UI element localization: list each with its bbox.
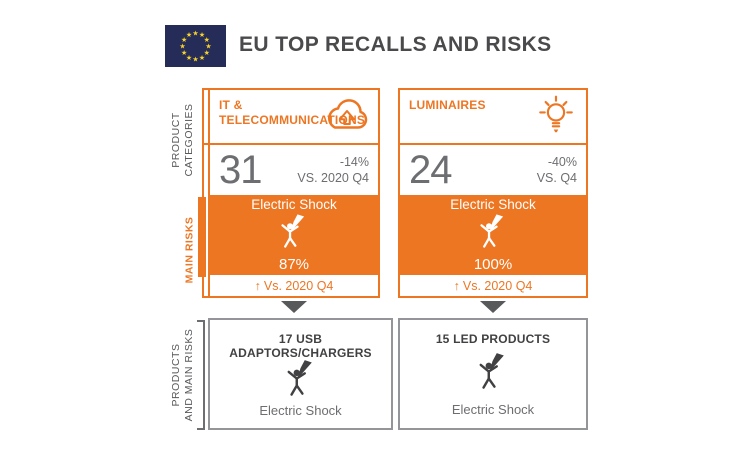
products-title: 15 LED PRODUCTS xyxy=(435,332,551,346)
bracket-bottom-tick-1 xyxy=(197,320,205,322)
products-box-led-products: 15 LED PRODUCTS Electric Shock xyxy=(398,318,588,430)
change-period: VS. Q4 xyxy=(536,171,577,185)
eu-flag: ★ ★ ★ ★ ★ ★ ★ ★ ★ ★ ★ ★ xyxy=(165,25,226,67)
down-arrow-icon xyxy=(480,301,506,313)
svg-text:★: ★ xyxy=(186,54,192,62)
svg-text:★: ★ xyxy=(192,56,198,64)
electric-shock-icon xyxy=(279,214,309,255)
page-title: EU TOP RECALLS AND RISKS xyxy=(239,33,552,56)
bracket-top-tick-3 xyxy=(202,296,210,298)
electric-shock-icon xyxy=(478,214,508,255)
light-bulb-icon xyxy=(538,93,574,144)
row-label-main-risks: MAIN RISKS xyxy=(183,216,196,284)
recall-change: -40% VS. Q4 xyxy=(537,154,577,187)
svg-text:★: ★ xyxy=(205,43,211,51)
svg-text:★: ★ xyxy=(181,36,187,44)
change-percent: -14% xyxy=(339,154,369,169)
bracket-bottom-line xyxy=(203,320,205,430)
category-header: LUMINAIRES xyxy=(400,90,586,145)
bracket-bottom-tick-2 xyxy=(197,428,205,430)
svg-text:★: ★ xyxy=(186,31,192,39)
electric-shock-icon xyxy=(477,352,509,396)
svg-text:★: ★ xyxy=(204,49,210,57)
risk-share: 87% xyxy=(278,255,310,273)
recall-change: -14% VS. 2020 Q4 xyxy=(297,154,369,187)
category-name: IT & TELECOMMUNICATIONS xyxy=(219,98,366,127)
recall-count-row: 24 -40% VS. Q4 xyxy=(400,145,586,195)
change-percent: -40% xyxy=(547,154,577,169)
products-risk-label: Electric Shock xyxy=(259,403,342,418)
bracket-top-line xyxy=(202,88,204,298)
products-title: 17 USB ADAPTORS/CHARGERS xyxy=(229,332,372,360)
cloud-upload-icon xyxy=(323,97,371,138)
up-arrow-icon: ↑ xyxy=(254,278,261,293)
svg-text:★: ★ xyxy=(179,43,185,51)
svg-text:★: ★ xyxy=(204,36,210,44)
up-arrow-icon: ↑ xyxy=(453,278,460,293)
svg-text:★: ★ xyxy=(181,49,187,57)
recall-count: 24 xyxy=(409,147,452,192)
recall-count-row: 31 -14% VS. 2020 Q4 xyxy=(210,145,378,195)
products-risk-label: Electric Shock xyxy=(451,402,535,417)
row-label-product-categories: PRODUCT CATEGORIES xyxy=(169,103,195,177)
category-name: LUMINAIRES xyxy=(409,98,486,112)
bracket-top-tick-2 xyxy=(202,143,210,145)
products-box-usb-adaptors: 17 USB ADAPTORS/CHARGERS Electric Shock xyxy=(208,318,393,430)
eu-flag-stars: ★ ★ ★★ ★★ ★★ ★★ ★★ xyxy=(179,30,211,64)
electric-shock-icon xyxy=(285,360,317,403)
svg-text:★: ★ xyxy=(199,54,205,62)
svg-text:★: ★ xyxy=(192,30,198,38)
row-label-products-and-main-risks: PRODUCTS AND MAIN RISKS xyxy=(169,328,195,422)
change-period: VS. 2020 Q4 xyxy=(297,171,369,185)
risk-trend: ↑ Vs. 2020 Q4 xyxy=(400,275,586,296)
category-panel-it-telecom: IT & TELECOMMUNICATIONS 31 -14% VS. 2020… xyxy=(208,88,380,298)
risk-share: 100% xyxy=(473,255,513,273)
category-panel-luminaires: LUMINAIRES 24 -40% VS. Q4 xyxy=(398,88,588,298)
svg-text:★: ★ xyxy=(199,31,205,39)
trend-label: Vs. 2020 Q4 xyxy=(462,278,533,293)
main-risk-block: Electric Shock 100% xyxy=(400,195,586,275)
category-header: IT & TELECOMMUNICATIONS xyxy=(210,90,378,145)
risk-label: Electric Shock xyxy=(251,197,337,213)
risk-label: Electric Shock xyxy=(450,197,536,213)
main-risk-block: Electric Shock 87% xyxy=(210,195,378,275)
bracket-top-tick-1 xyxy=(202,88,210,90)
recall-count: 31 xyxy=(219,147,262,192)
trend-label: Vs. 2020 Q4 xyxy=(263,278,334,293)
bracket-main-risks-bar xyxy=(198,197,206,277)
risk-trend: ↑ Vs. 2020 Q4 xyxy=(210,275,378,296)
down-arrow-icon xyxy=(281,301,307,313)
